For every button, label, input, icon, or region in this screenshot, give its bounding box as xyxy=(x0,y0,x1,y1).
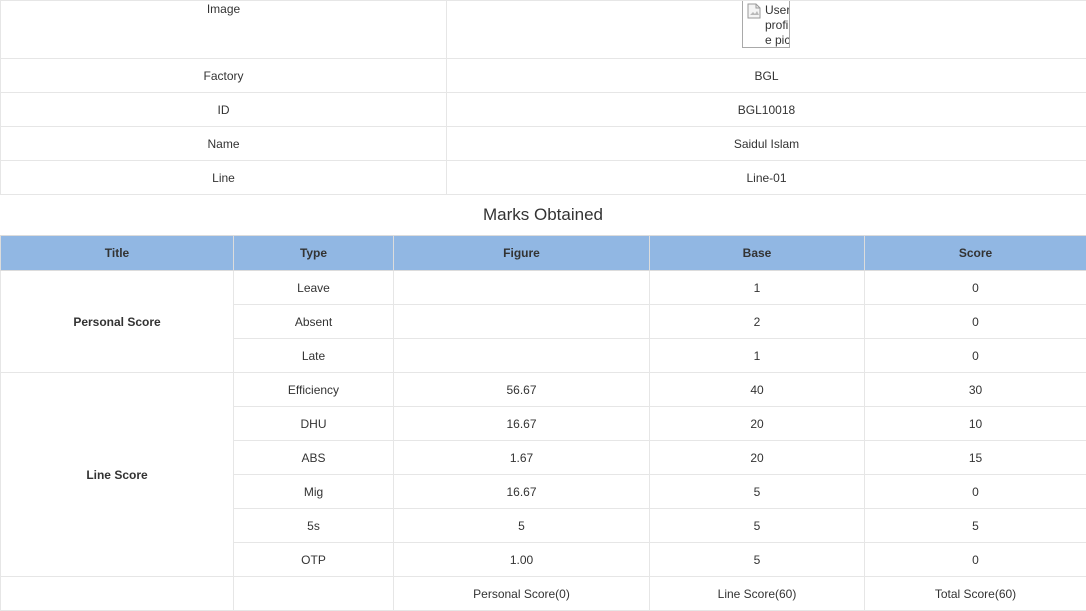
figure-cell: 1.67 xyxy=(393,440,650,475)
info-value: Line-01 xyxy=(446,160,1086,195)
info-label: Factory xyxy=(0,58,447,93)
totals-title-cell xyxy=(0,576,234,611)
figure-cell: 1.00 xyxy=(393,542,650,577)
column-header-figure: Figure xyxy=(393,235,650,271)
info-label: ID xyxy=(0,92,447,127)
table-row: Personal Score Leave 1 0 xyxy=(0,270,1086,373)
score-cell: 10 xyxy=(864,406,1086,441)
base-cell: 1 xyxy=(649,338,865,373)
employee-info-table: Image User profile picture Factory BGL I… xyxy=(0,0,1086,195)
info-label: Name xyxy=(0,126,447,161)
info-row-line: Line Line-01 xyxy=(0,160,1086,195)
column-header-title: Title xyxy=(0,235,234,271)
info-row-id: ID BGL10018 xyxy=(0,92,1086,127)
marks-table: Title Type Figure Base Score Personal Sc… xyxy=(0,235,1086,611)
table-row: DHU 16.67 20 10 xyxy=(1,406,1086,441)
type-cell: DHU xyxy=(233,406,394,441)
type-cell: ABS xyxy=(233,440,394,475)
profile-picture-alt-text: User profile picture xyxy=(765,3,790,47)
group-title-line-score: Line Score xyxy=(0,372,234,577)
info-row-factory: Factory BGL xyxy=(0,58,1086,93)
base-cell: 5 xyxy=(649,542,865,577)
type-cell: Leave xyxy=(233,270,394,305)
type-cell: Mig xyxy=(233,474,394,509)
score-cell: 0 xyxy=(864,542,1086,577)
figure-cell xyxy=(393,338,650,373)
type-cell: Efficiency xyxy=(233,372,394,407)
table-row: 5s 5 5 5 xyxy=(1,508,1086,543)
totals-row: Personal Score(0) Line Score(60) Total S… xyxy=(0,576,1086,611)
column-header-score: Score xyxy=(864,235,1086,271)
marks-obtained-heading: Marks Obtained xyxy=(483,205,603,224)
base-cell: 5 xyxy=(649,474,865,509)
table-row: OTP 1.00 5 0 xyxy=(1,542,1086,577)
score-cell: 0 xyxy=(864,270,1086,305)
figure-cell xyxy=(393,304,650,339)
base-cell: 20 xyxy=(649,440,865,475)
info-row-image: Image User profile picture xyxy=(0,0,1086,59)
column-header-base: Base xyxy=(649,235,865,271)
group-title-personal-score: Personal Score xyxy=(0,270,234,373)
info-value: Saidul Islam xyxy=(446,126,1086,161)
score-cell: 0 xyxy=(864,304,1086,339)
table-row: Line Score Efficiency 56.67 40 30 xyxy=(0,372,1086,577)
figure-cell: 16.67 xyxy=(393,474,650,509)
score-cell: 30 xyxy=(864,372,1086,407)
broken-image-icon xyxy=(747,3,761,19)
type-cell: 5s xyxy=(233,508,394,543)
info-value: BGL10018 xyxy=(446,92,1086,127)
score-cell: 5 xyxy=(864,508,1086,543)
total-score: Total Score(60) xyxy=(864,576,1086,611)
column-header-type: Type xyxy=(233,235,394,271)
profile-picture: User profile picture xyxy=(742,1,790,48)
base-cell: 20 xyxy=(649,406,865,441)
line-score-total: Line Score(60) xyxy=(649,576,865,611)
base-cell: 40 xyxy=(649,372,865,407)
table-row: Late 1 0 xyxy=(1,338,1086,373)
figure-cell: 16.67 xyxy=(393,406,650,441)
info-label: Image xyxy=(0,0,447,59)
score-cell: 0 xyxy=(864,338,1086,373)
marks-header-row: Title Type Figure Base Score xyxy=(0,235,1086,271)
base-cell: 5 xyxy=(649,508,865,543)
table-row: Mig 16.67 5 0 xyxy=(1,474,1086,509)
profile-picture-cell: User profile picture xyxy=(446,0,1086,59)
type-cell: Absent xyxy=(233,304,394,339)
info-value: BGL xyxy=(446,58,1086,93)
totals-type-cell xyxy=(233,576,394,611)
info-row-name: Name Saidul Islam xyxy=(0,126,1086,161)
info-label: Line xyxy=(0,160,447,195)
personal-score-total: Personal Score(0) xyxy=(393,576,650,611)
base-cell: 1 xyxy=(649,270,865,305)
figure-cell: 56.67 xyxy=(393,372,650,407)
score-cell: 0 xyxy=(864,474,1086,509)
score-cell: 15 xyxy=(864,440,1086,475)
type-cell: OTP xyxy=(233,542,394,577)
type-cell: Late xyxy=(233,338,394,373)
figure-cell: 5 xyxy=(393,508,650,543)
base-cell: 2 xyxy=(649,304,865,339)
figure-cell xyxy=(393,270,650,305)
